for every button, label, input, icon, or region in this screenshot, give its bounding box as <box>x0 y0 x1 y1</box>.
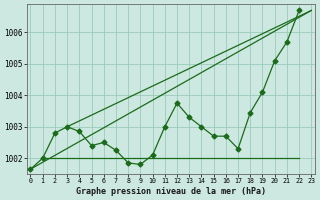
X-axis label: Graphe pression niveau de la mer (hPa): Graphe pression niveau de la mer (hPa) <box>76 187 266 196</box>
